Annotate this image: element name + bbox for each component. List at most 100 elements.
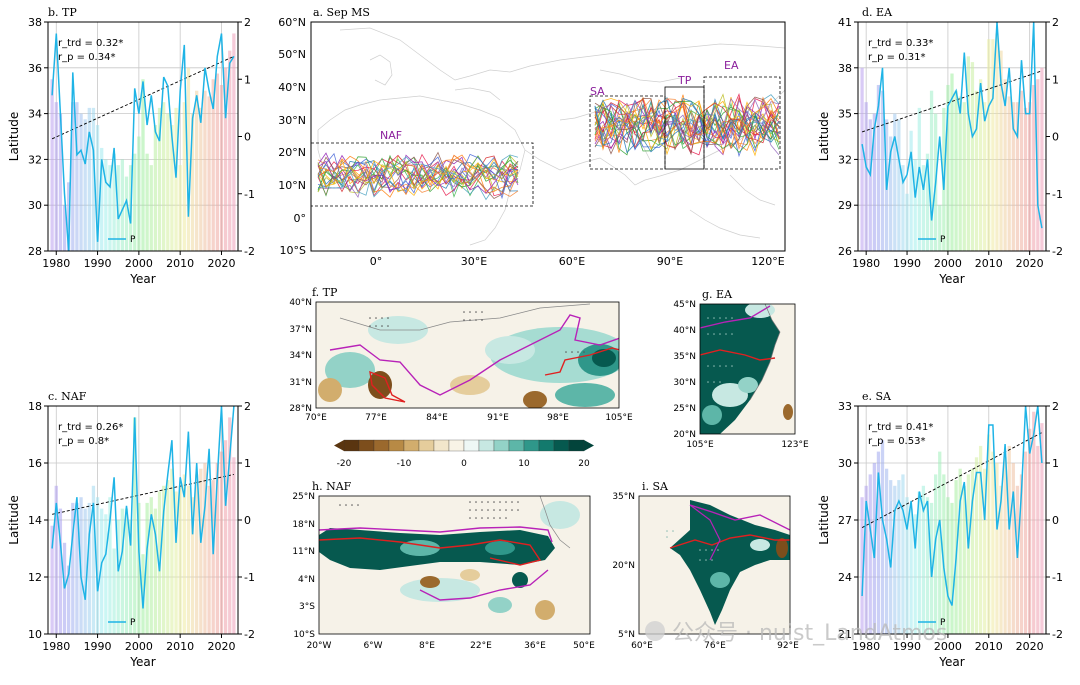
x-axis-label: Year [129,655,155,669]
colorbar-tick: 0 [461,459,467,469]
colorbar-cell [373,439,390,452]
lat-tick: 45°N [673,300,696,310]
colorbar-tick: 10 [518,459,530,469]
precip-bar [219,84,224,251]
panel-d-title: d. EA [862,6,893,19]
trend-line [52,473,234,515]
y2-tick-label: -2 [244,245,255,258]
precip-bar [1019,90,1024,251]
precip-bar [1036,79,1040,251]
precip-bar [71,502,75,634]
precip-bar [228,50,232,251]
precip-bar [987,39,991,251]
lon-tick: 77°E [365,413,387,423]
precip-bar [186,67,191,251]
x-tick-label: 2000 [934,640,962,653]
precip-bar [100,508,104,634]
x-tick-label: 2000 [125,640,153,653]
precip-bar [880,440,885,634]
stat-annotation: r_trd = 0.33* [868,38,933,49]
precip-bar [54,102,58,252]
colorbar-cell [433,439,450,452]
legend-label: P [130,235,136,245]
precip-bar [174,491,178,634]
lat-tick: 10°N [278,179,306,192]
y-axis-label: Latitude [7,495,21,544]
x-tick-label: 2000 [934,257,962,270]
precip-bar [889,136,893,251]
precip-bar [868,474,872,634]
lat-tick: 4°N [298,575,315,585]
precip-bar [876,451,881,634]
panel-a-frame [310,21,786,252]
legend-label: P [940,235,946,245]
lon-tick: 76°E [704,641,726,651]
trajectory-line [594,93,780,150]
y-tick-label: 41 [838,16,852,29]
y-tick-label: 34 [28,108,42,121]
precip-bar [1019,474,1024,634]
trajectory-line [594,100,780,156]
precip-bar [1007,445,1011,634]
lat-tick: 34°N [289,351,312,361]
latitude-series-line [861,405,1043,606]
precip-bar [921,165,926,251]
stat-annotation: r_trd = 0.26* [58,422,123,433]
trajectory-line [594,96,780,149]
y-tick-label: 28 [28,245,42,258]
lon-tick: 105°E [686,440,714,450]
trend-line [51,55,235,140]
trajectory-line [317,160,519,190]
precip-bar [203,463,207,634]
precip-bar [1023,451,1028,634]
trajectory-line [594,99,780,143]
y2-tick-label: -1 [244,188,255,201]
precip-bar [182,474,186,634]
y2-tick-label: -2 [1052,628,1063,641]
precip-bar [950,502,954,634]
trajectory-line [317,152,519,200]
panel-f-title: f. TP [312,286,338,299]
precip-bar [999,485,1003,634]
x-tick-label: 1980 [852,640,880,653]
lat-tick: 35°N [612,492,635,502]
y-tick-label: 18 [28,400,42,413]
lat-tick: 50°N [278,48,306,61]
y2-tick-label: -1 [1052,188,1063,201]
stat-annotation: r_p = 0.53* [868,436,925,447]
lat-tick: 60°N [278,16,306,29]
precip-bar [974,457,979,634]
precip-bar [67,182,71,251]
precip-bar [938,205,942,251]
precip-bar [83,119,87,251]
precip-bar [893,485,897,634]
precip-bar [79,113,83,251]
lon-tick: 36°E [524,641,546,651]
trend-line [861,432,1043,528]
stat-annotation: r_p = 0.31* [868,52,925,63]
y2-tick-label: 2 [244,400,251,413]
precip-bar [199,107,203,251]
precip-bar [137,136,141,251]
precip-bar [162,485,166,634]
precip-bar [83,508,87,634]
precip-bar [991,451,995,634]
significance-dots [369,311,585,353]
colorbar-cell [343,439,360,452]
precip-bar [1003,457,1007,634]
precip-bar [1011,463,1015,634]
panel-g-field [700,304,795,434]
watermark: 公众号 · nuist_LandAtmos [645,621,947,646]
precip-bar [195,90,199,251]
x-tick-label: 1980 [852,257,880,270]
lon-tick: 123°E [781,440,809,450]
precip-bar [124,508,129,634]
precip-bar [893,113,897,251]
precip-bar [970,468,975,634]
lon-tick: 105°E [605,413,633,423]
lat-tick: 31°N [289,378,312,388]
lon-tick: 70°E [305,413,327,423]
lat-tick: 28°N [289,404,312,414]
